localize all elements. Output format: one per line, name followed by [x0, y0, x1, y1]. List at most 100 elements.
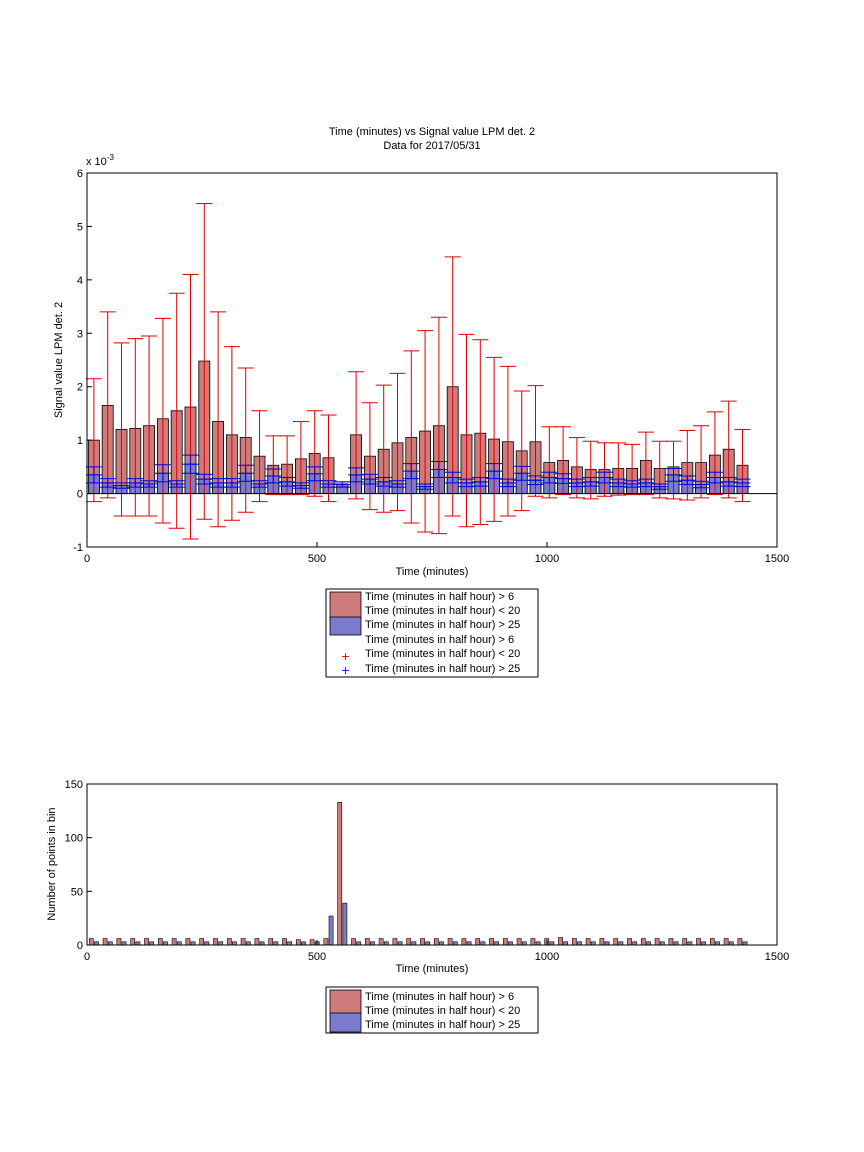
- error-bar-blue: [334, 481, 351, 488]
- count-bar-red: [364, 938, 370, 946]
- count-bar-red: [433, 938, 439, 946]
- count-bar-red: [682, 938, 688, 946]
- count-bar-red: [88, 938, 94, 946]
- count-bar-red: [144, 938, 149, 946]
- y-tick-label: -1: [73, 542, 83, 554]
- legend-entry-6: Time (minutes in half hour) > 25: [365, 663, 520, 675]
- error-bar-blue: [417, 483, 434, 490]
- y-tick-label: 2: [77, 382, 83, 394]
- error-bar-red: [389, 372, 406, 512]
- y-tick-label: 6: [77, 168, 83, 180]
- error-bar-blue: [651, 483, 668, 490]
- plot-frame: [86, 172, 778, 548]
- count-bar-red: [737, 938, 743, 946]
- legend-entry-5: Time (minutes in half hour) < 20: [365, 648, 520, 660]
- error-bar-blue: [292, 482, 309, 489]
- error-bar-red: [430, 316, 447, 535]
- error-bar-blue: [637, 478, 654, 488]
- error-bar-red: [596, 442, 613, 497]
- error-bar-red: [417, 330, 434, 533]
- count-bar-red: [640, 938, 646, 946]
- count-bar-red: [709, 938, 715, 946]
- error-bar-red: [196, 202, 213, 520]
- count-bar-red: [185, 938, 191, 946]
- error-bar-blue: [403, 463, 420, 480]
- count-bar-red: [323, 938, 329, 946]
- y-tick-label-bottom: 0: [77, 940, 83, 952]
- error-bar-blue: [706, 471, 723, 484]
- error-bar-red: [513, 390, 530, 512]
- error-bar-blue: [458, 478, 475, 488]
- count-bar-red: [199, 938, 205, 946]
- error-bar-blue: [389, 480, 406, 488]
- error-bar-blue: [154, 464, 171, 483]
- error-bar-blue: [720, 477, 737, 487]
- error-bar-blue: [348, 467, 365, 483]
- error-bar-red: [168, 292, 185, 529]
- legend-bottom-entry-1: Time (minutes in half hour) > 6: [365, 991, 514, 1003]
- error-bar-red: [734, 428, 751, 503]
- legend-swatch-red-bottom: [329, 989, 362, 1016]
- signal-error-bars: [85, 202, 751, 540]
- y-tick-label-bottom: 50: [71, 886, 83, 898]
- legend-bottom: Time (minutes in half hour) > 6 Time (mi…: [325, 986, 539, 1034]
- y-exponent-base: x 10-3: [86, 153, 114, 168]
- count-bar-red: [116, 938, 122, 946]
- legend-entry-2: Time (minutes in half hour) < 20: [365, 605, 520, 617]
- error-bar-blue: [693, 480, 710, 489]
- y-tick-label-bottom: 100: [65, 833, 83, 845]
- axis-ticks-bottom: 0 500 1000 1500 0 50 100 150: [65, 779, 790, 963]
- error-bar-red: [154, 317, 171, 524]
- legend-swatch-blue-bottom: [329, 1012, 362, 1033]
- legend-entry-3: Time (minutes in half hour) > 25: [365, 619, 520, 631]
- count-bar-red: [157, 938, 163, 946]
- error-bar-red: [582, 440, 599, 500]
- y-axis-label: Signal value LPM det. 2: [53, 302, 65, 418]
- error-bar-red: [458, 333, 475, 528]
- legend-bottom-entry-2: Time (minutes in half hour) < 20: [365, 1005, 520, 1017]
- x-axis-label: Time (minutes): [396, 566, 469, 578]
- error-bar-red: [237, 367, 254, 513]
- error-bar-blue: [527, 475, 544, 485]
- error-bar-red: [182, 274, 199, 540]
- error-bar-blue: [499, 478, 516, 488]
- x-axis-label-bottom: Time (minutes): [396, 963, 469, 975]
- error-bar-red: [223, 346, 240, 521]
- y-exponent-power: -3: [107, 153, 115, 162]
- error-bar-blue: [210, 478, 227, 488]
- count-bar-red: [571, 938, 577, 946]
- error-bar-blue: [99, 478, 116, 488]
- error-bar-blue: [85, 466, 102, 484]
- count-bar-red: [254, 938, 260, 946]
- count-bar-red: [102, 938, 108, 946]
- count-bar-red: [668, 938, 674, 946]
- count-bar-red: [213, 938, 218, 946]
- error-bar-blue: [472, 477, 489, 487]
- error-bar-blue: [141, 480, 158, 488]
- count-bar-red: [171, 938, 177, 946]
- count-bar-red: [461, 938, 467, 946]
- count-bar-red: [516, 938, 522, 946]
- count-bar-red: [351, 938, 356, 946]
- x-tick-label-bottom: 500: [308, 951, 326, 963]
- error-bar-blue: [596, 471, 613, 484]
- error-bar-blue: [251, 480, 268, 488]
- error-bar-blue: [113, 482, 130, 489]
- error-bar-red: [403, 350, 420, 524]
- legend-entry-4: Time (minutes in half hour) > 6: [365, 634, 514, 646]
- error-bar-blue: [127, 478, 144, 488]
- count-bar-red: [130, 938, 136, 946]
- error-bar-blue: [265, 468, 282, 484]
- count-bar-red: [420, 938, 425, 946]
- count-bar-red: [654, 938, 660, 946]
- error-bar-red: [499, 365, 516, 517]
- y-tick-label: 3: [77, 328, 83, 340]
- x-tick-label-bottom: 1000: [535, 951, 559, 963]
- count-bar-red: [392, 938, 398, 946]
- count-bar-blue: [328, 915, 334, 946]
- legend-marker-red-plus: +: [341, 650, 350, 663]
- count-bar-red: [696, 938, 701, 946]
- count-bar-red: [585, 938, 591, 946]
